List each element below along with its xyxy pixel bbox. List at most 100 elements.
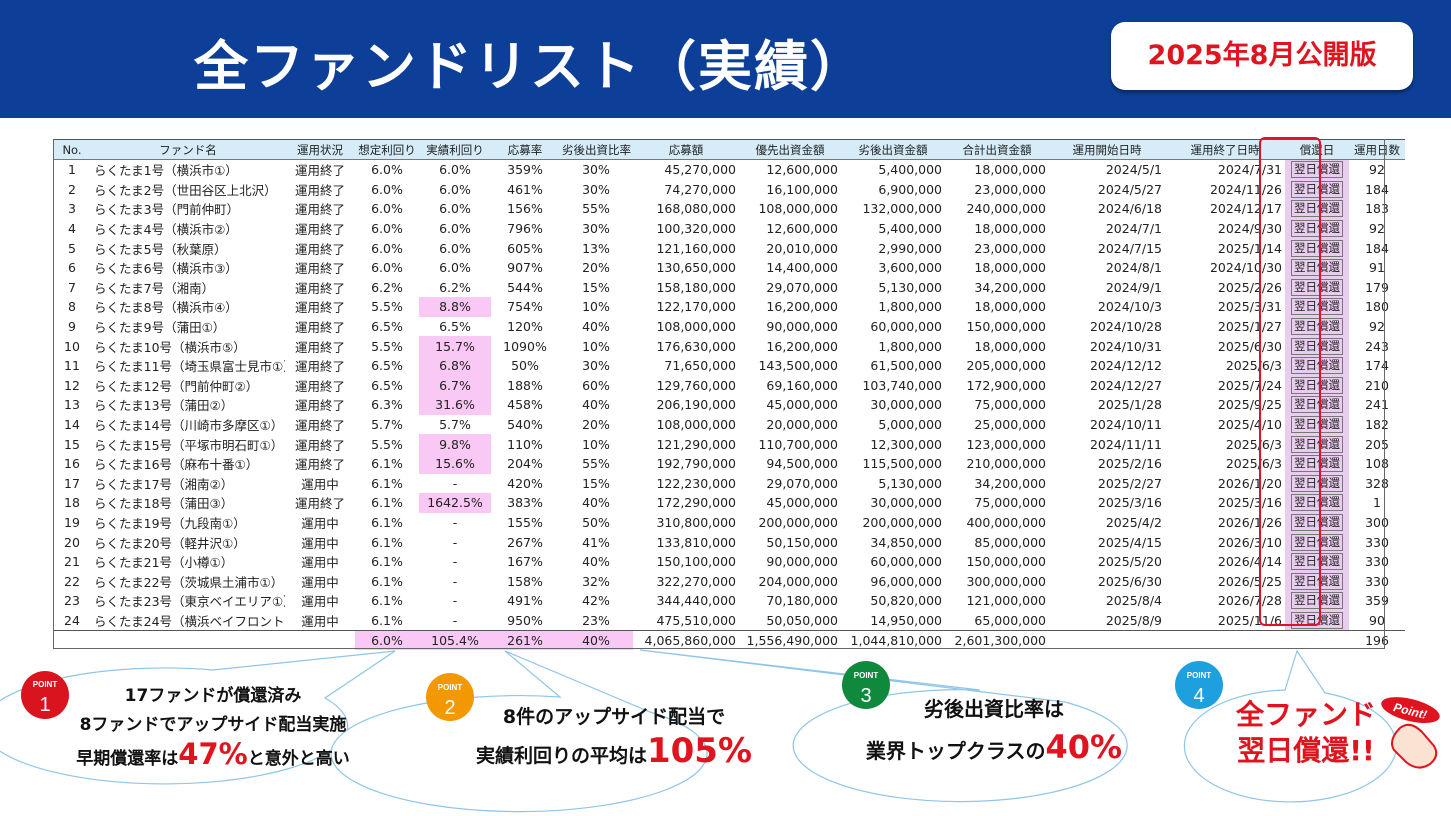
cell-senior: 45,000,000 [766,495,838,511]
cell-name: らくたま17号（湘南②） [94,476,234,492]
cell-end: 2024/10/30 [1209,260,1282,276]
cell-no: 10 [64,338,80,354]
cell-start: 2024/10/11 [1089,417,1162,433]
cell-name: らくたま6号（横浜市③） [94,261,238,277]
cell-end: 2025/1/27 [1217,319,1282,335]
cell-rate: 158% [507,573,543,589]
cell-name: らくたま19号（九段南①） [94,515,246,531]
cell-sub: 23% [559,610,633,632]
cell-sub: 15% [582,279,610,295]
cell-total: 400,000,000 [966,514,1046,530]
cell-junior: 34,850,000 [870,534,942,550]
repayment-column-highlight [1259,137,1321,626]
cell-days: 174 [1365,358,1389,374]
cell-exp: 6.1% [355,610,419,632]
cell-status: 運用終了 [294,182,345,198]
cell-act: 15.7% [419,336,491,356]
cell-rate: 491% [507,593,543,609]
cell-amount: 172,290,000 [656,495,736,511]
table-row: 6 らくたま6号（横浜市③） 運用終了 6.0% 6.0% 907% 20% 130,650,… [53,257,1405,278]
cell-start: 2025/8/9 [1049,610,1165,632]
cell-amount: 122,170,000 [656,299,736,315]
cell-no: 2 [68,181,76,197]
cell-no: 23 [64,593,80,609]
cell-days: 92 [1369,221,1385,237]
cell-rate: 540% [507,417,543,433]
total-actual-yield: 105.4% [419,630,491,651]
point-badge-1: POINT 1 [21,671,69,719]
cell-rate: 155% [507,514,543,530]
cell-junior: 5,130,000 [878,475,942,491]
cell-amount: 122,230,000 [656,475,736,491]
cell-name: らくたま23号（東京ベイエリア①） [94,594,285,610]
cell-days: 1 [1373,495,1381,511]
callout-bubble-4 [1183,649,1397,803]
cell-amount: 100,320,000 [656,221,736,237]
cell-amount: 150,100,000 [656,554,736,570]
cell-junior: 3,600,000 [878,260,942,276]
cell-end: 2025/6/3 [1225,456,1282,472]
cell-days: 183 [1365,201,1389,217]
cell-repay: 翌日償還 [1285,159,1349,180]
cell-senior: 50,050,000 [739,610,841,632]
cell-exp: 6.1% [371,593,403,609]
repayment-tag: 翌日償還 [1291,376,1343,394]
cell-senior: 20,000,000 [766,417,838,433]
cell-total: 18,000,000 [974,299,1046,315]
cell-repay: 翌日償還 [1285,512,1349,533]
column-header: 劣後出資比率 [559,139,633,160]
cell-junior: 5,130,000 [878,279,942,295]
table-header-row: No. ファンド名 運用状況 想定利回り 実績利回り 応募率 劣後出資比率 応募額 優先出資金額… [53,139,1405,160]
cell-repay: 翌日償還 [1285,493,1349,513]
table-row: 16 らくたま16号（麻布十番①） 運用終了 6.1% 15.6% 204% 55% 192,… [53,453,1405,474]
cell-exp: 6.1% [371,534,403,550]
cell-exp: 6.5% [371,377,403,393]
cell-amount: 206,190,000 [656,397,736,413]
cell-end: 2025/1/14 [1217,240,1282,256]
cell-act: - [452,514,458,530]
cell-name: らくたま7号（湘南） [94,280,215,296]
cell-sub: 40% [582,554,610,570]
cell-status: 運用終了 [294,320,345,336]
column-header: 運用終了日時 [1165,139,1285,160]
table-row: 8 らくたま8号（横浜市④） 運用終了 5.5% 8.8% 754% 10% 122,170,… [53,297,1405,317]
cell-rate: 950% [491,610,559,632]
table-row: 19 らくたま19号（九段南①） 運用中 6.1% - 155% 50% 310,800,00… [53,512,1405,533]
table-row: 9 らくたま9号（蒲田①） 運用終了 6.5% 6.5% 120% 40% 108,000,0… [53,316,1405,337]
cell-exp: 5.5% [371,299,403,315]
cell-sub: 50% [582,514,610,530]
cell-junior: 2,990,000 [878,240,942,256]
cell-days: 91 [1369,260,1385,276]
cell-name: らくたま18号（蒲田③） [94,496,234,512]
point-badge-2: POINT 2 [426,673,474,721]
table-outline [53,139,1385,649]
cell-repay: 翌日償還 [1285,277,1349,298]
point-sticker: Point! [1381,697,1440,723]
cell-amount: 192,790,000 [656,456,736,472]
repayment-tag: 翌日償還 [1291,357,1343,375]
cell-status: 運用終了 [294,261,345,277]
cell-start: 2024/6/18 [1097,201,1162,217]
cell-act: 6.5% [439,319,471,335]
svg-text:POINT: POINT [438,683,463,692]
cell-start: 2025/5/20 [1097,554,1162,570]
table-row: 10 らくたま10号（横浜市⑤） 運用終了 5.5% 15.7% 1090% 10% 176,… [53,336,1405,356]
cell-name: らくたま15号（平塚市明石町①） [94,437,284,453]
cell-total: 240,000,000 [966,201,1046,217]
cell-rate: 796% [507,221,543,237]
release-badge: 2025年8月公開版 [1111,22,1413,90]
cell-amount: 168,080,000 [656,201,736,217]
cell-status: 運用終了 [294,222,345,238]
cell-start: 2024/5/1 [1105,162,1162,178]
point-badge-4: POINT 4 [1175,661,1223,709]
cell-sub: 60% [582,377,610,393]
cell-repay: 翌日償還 [1285,179,1349,200]
cell-end: 2026/3/10 [1217,534,1282,550]
repayment-tag: 翌日償還 [1291,533,1343,551]
cell-act: - [452,534,458,550]
repayment-tag: 翌日償還 [1291,592,1343,610]
cell-junior: 115,500,000 [862,456,942,472]
cell-total: 205,000,000 [966,358,1046,374]
cell-junior: 12,300,000 [870,436,942,452]
svg-text:2: 2 [444,697,455,719]
